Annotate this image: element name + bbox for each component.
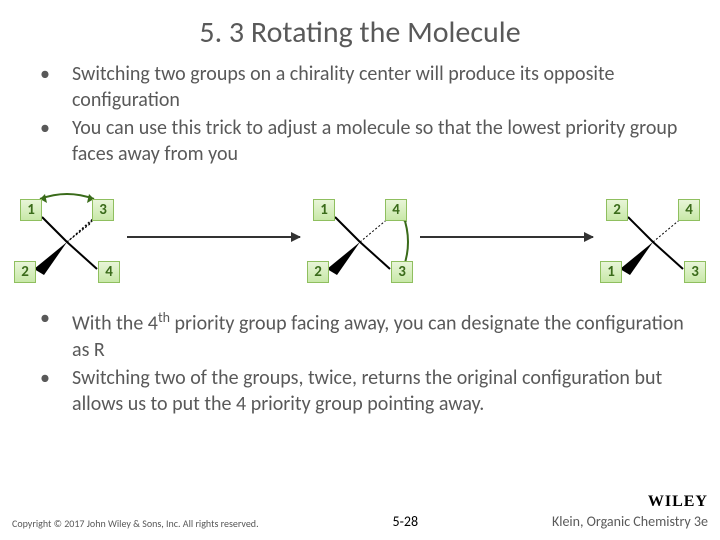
priority-label: 1 (313, 199, 335, 221)
priority-label: 2 (307, 261, 329, 283)
molecule-3: 2 4 1 3 (598, 187, 708, 287)
page-number: 5-28 (392, 513, 418, 530)
molecule-1: 1 3 2 4 (12, 187, 122, 287)
slide-title: 5. 3 Rotating the Molecule (0, 0, 720, 61)
priority-label: 4 (678, 199, 700, 221)
bottom-bullets: • With the 4th priority group facing awa… (0, 305, 720, 417)
bullet-mark: • (40, 115, 72, 167)
book-reference: Klein, Organic Chemistry 3e (552, 513, 708, 530)
bullet-text: Switching two of the groups, twice, retu… (72, 365, 690, 417)
priority-label: 1 (20, 199, 42, 221)
priority-label: 4 (385, 199, 407, 221)
priority-label: 3 (684, 261, 706, 283)
priority-label: 2 (14, 261, 36, 283)
bullet-item: • Switching two of the groups, twice, re… (40, 365, 690, 417)
priority-label: 4 (98, 261, 120, 283)
reaction-arrow (420, 236, 593, 238)
bullet-mark: • (40, 305, 72, 363)
bullet-mark: • (40, 61, 72, 113)
priority-label: 3 (391, 261, 413, 283)
top-bullets: • Switching two groups on a chirality ce… (0, 61, 720, 167)
footer-right: WILEY Klein, Organic Chemistry 3e (552, 493, 708, 530)
bullet-item: • You can use this trick to adjust a mol… (40, 115, 690, 167)
bullet-item: • With the 4th priority group facing awa… (40, 305, 690, 363)
bullet-text: You can use this trick to adjust a molec… (72, 115, 690, 167)
slide-footer: Copyright © 2017 John Wiley & Sons, Inc.… (0, 493, 720, 530)
priority-label: 2 (606, 199, 628, 221)
molecule-2: 1 4 2 3 (305, 187, 415, 287)
bullet-item: • Switching two groups on a chirality ce… (40, 61, 690, 113)
priority-label: 3 (92, 199, 114, 221)
priority-label: 1 (600, 261, 622, 283)
molecule-diagram: 1 3 2 4 1 4 2 3 2 4 1 3 (0, 169, 720, 305)
reaction-arrow (127, 236, 300, 238)
bullet-text: Switching two groups on a chirality cent… (72, 61, 690, 113)
copyright-text: Copyright © 2017 John Wiley & Sons, Inc.… (12, 517, 259, 530)
wiley-logo: WILEY (552, 493, 708, 511)
bullet-text: With the 4th priority group facing away,… (72, 305, 690, 363)
bullet-mark: • (40, 365, 72, 417)
